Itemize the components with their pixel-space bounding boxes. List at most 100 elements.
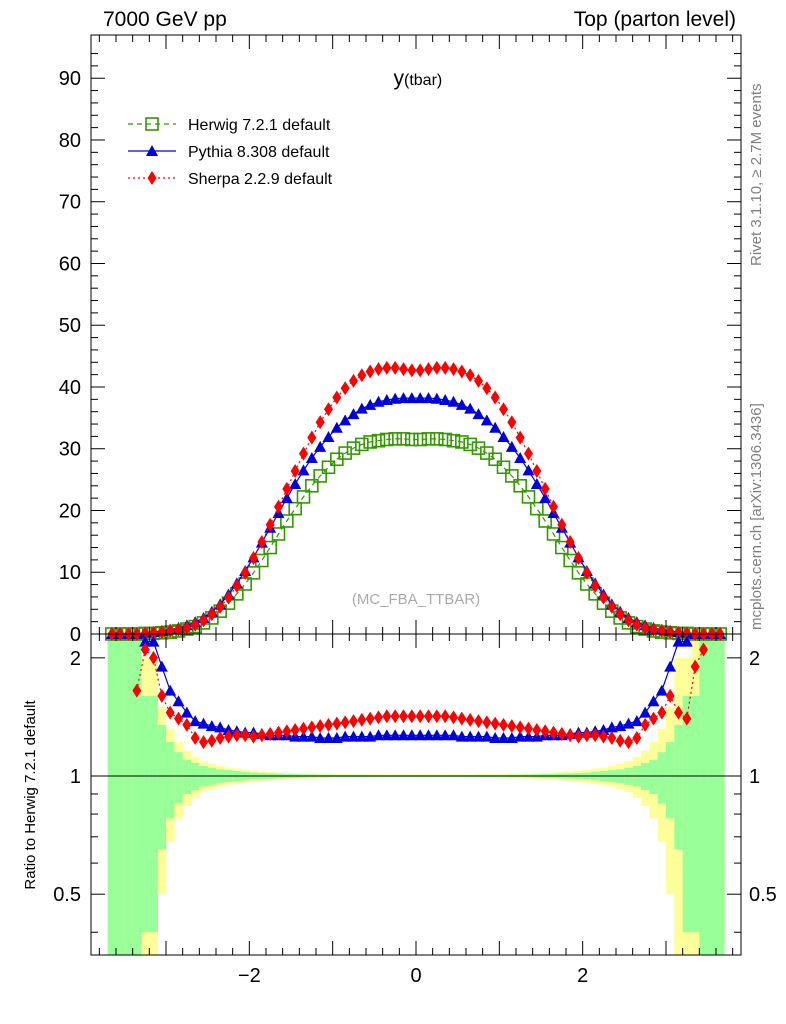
data-point-2 bbox=[515, 430, 525, 445]
band-inner-bin bbox=[132, 634, 142, 955]
ratio-point-0 bbox=[389, 729, 402, 741]
ratio-point-0 bbox=[222, 723, 235, 735]
ratio-point-0 bbox=[605, 721, 618, 733]
data-point-1 bbox=[505, 440, 518, 452]
axis-ticks bbox=[91, 35, 741, 955]
data-point-0 bbox=[280, 514, 294, 528]
band-inner-bin bbox=[149, 695, 158, 933]
ratio-point-1 bbox=[515, 720, 525, 735]
x-tick-label: 2 bbox=[577, 965, 588, 987]
band-inner-bin bbox=[174, 752, 183, 804]
ratio-point-1 bbox=[265, 726, 275, 741]
ratio-point-0 bbox=[422, 729, 435, 741]
band-inner-bin bbox=[182, 759, 192, 794]
data-point-2 bbox=[382, 360, 392, 375]
data-point-0 bbox=[305, 478, 319, 493]
legend-label-0: Herwig 7.2.1 default bbox=[188, 117, 331, 134]
ratio-point-0 bbox=[214, 721, 227, 733]
data-point-2 bbox=[390, 360, 400, 375]
data-point-2 bbox=[549, 499, 558, 514]
ratio-point-1 bbox=[182, 717, 192, 732]
data-point-2 bbox=[349, 373, 358, 388]
y-tick-label: 40 bbox=[59, 377, 81, 399]
band-inner-bin bbox=[649, 759, 658, 794]
ratio-point-0 bbox=[405, 729, 418, 741]
ratio-point-1 bbox=[490, 716, 500, 731]
ratio-point-0 bbox=[322, 731, 335, 743]
mcplots-citation-label: mcplots.cern.ch [arXiv:1306.3436] bbox=[748, 403, 765, 630]
data-point-0 bbox=[405, 432, 419, 447]
ratio-point-0 bbox=[647, 695, 660, 707]
data-point-2 bbox=[374, 362, 383, 377]
data-point-2 bbox=[282, 481, 292, 496]
data-point-2 bbox=[257, 534, 267, 549]
ratio-point-1 bbox=[399, 709, 408, 724]
ratio-point-1 bbox=[624, 735, 633, 750]
ratio-point-1 bbox=[132, 683, 142, 698]
ratio-point-1 bbox=[232, 728, 242, 743]
ratio-point-1 bbox=[190, 730, 200, 745]
ratio-point-1 bbox=[674, 705, 683, 720]
data-point-2 bbox=[315, 415, 325, 430]
data-point-2 bbox=[449, 362, 458, 377]
ratio-point-0 bbox=[180, 706, 193, 718]
data-point-2 bbox=[174, 622, 183, 637]
ratio-point-0 bbox=[364, 730, 377, 742]
ratio-point-1 bbox=[682, 711, 692, 726]
band-inner-bin bbox=[666, 742, 675, 819]
data-point-0 bbox=[321, 460, 336, 475]
y-tick-label: 0 bbox=[70, 624, 81, 646]
ratio-point-0 bbox=[455, 730, 468, 742]
data-point-2 bbox=[465, 368, 475, 383]
ratio-point-0 bbox=[464, 730, 477, 742]
ratio-point-0 bbox=[147, 635, 160, 647]
legend-label-1: Pythia 8.308 default bbox=[188, 144, 330, 161]
data-point-1 bbox=[322, 431, 335, 443]
ratio-point-0 bbox=[480, 730, 493, 742]
ratio-point-1 bbox=[482, 715, 492, 730]
data-point-2 bbox=[157, 625, 167, 640]
data-point-2 bbox=[565, 534, 575, 549]
band-inner-bin bbox=[116, 634, 125, 955]
data-point-2 bbox=[499, 402, 508, 417]
ratio-point-1 bbox=[582, 728, 592, 743]
data-point-1 bbox=[439, 393, 452, 405]
ratio-point-1 bbox=[549, 725, 558, 740]
ratio-point-0 bbox=[314, 731, 327, 743]
ratio-point-1 bbox=[174, 711, 183, 726]
data-point-2 bbox=[649, 622, 658, 637]
ratio-point-0 bbox=[522, 730, 535, 742]
ratio-point-1 bbox=[207, 733, 217, 748]
ratio-point-1 bbox=[565, 728, 575, 743]
data-point-2 bbox=[582, 565, 592, 580]
data-point-1 bbox=[430, 392, 443, 404]
ratio-point-1 bbox=[374, 710, 383, 725]
ratio-point-1 bbox=[307, 720, 317, 735]
data-point-2 bbox=[607, 599, 617, 614]
ratio-point-1 bbox=[290, 722, 300, 737]
data-point-2 bbox=[424, 362, 433, 377]
ratio-point-1 bbox=[340, 715, 350, 730]
ratio-y-axis-label: Ratio to Herwig 7.2.1 default bbox=[22, 700, 39, 890]
data-point-2 bbox=[240, 565, 250, 580]
data-point-2 bbox=[224, 590, 233, 605]
legend-marker-1 bbox=[146, 145, 158, 156]
data-point-2 bbox=[399, 362, 408, 377]
data-point-2 bbox=[265, 517, 275, 532]
ratio-point-1 bbox=[657, 705, 667, 720]
data-point-2 bbox=[590, 578, 600, 593]
data-point-2 bbox=[524, 446, 533, 461]
ratio-point-1 bbox=[390, 709, 400, 724]
ratio-point-1 bbox=[632, 730, 642, 745]
band-inner-bin bbox=[124, 634, 133, 955]
data-point-2 bbox=[232, 578, 242, 593]
y-tick-label: 20 bbox=[59, 500, 81, 522]
data-point-0 bbox=[521, 490, 536, 504]
data-point-1 bbox=[514, 452, 527, 464]
y-tick-label: 60 bbox=[59, 253, 81, 275]
data-point-2 bbox=[199, 613, 208, 628]
data-point-2 bbox=[674, 625, 683, 640]
data-point-1 bbox=[280, 492, 293, 504]
data-point-2 bbox=[507, 415, 517, 430]
ratio-point-0 bbox=[439, 729, 452, 741]
